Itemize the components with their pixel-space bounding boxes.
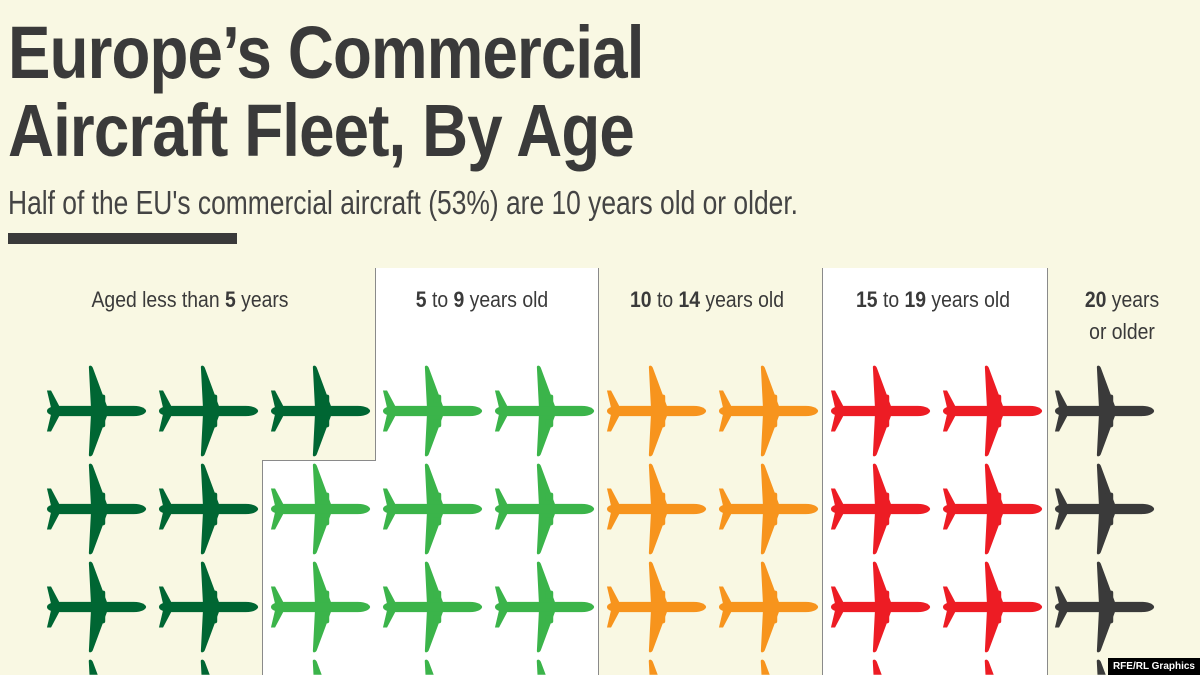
divider — [262, 460, 376, 461]
airplane-icon — [718, 365, 819, 457]
header-5-9: 5 to 9 years old — [415, 287, 549, 312]
airplane-icon — [648, 659, 658, 675]
airplane-icon — [158, 365, 259, 457]
airplane-icon — [606, 365, 707, 457]
airplane-icon — [424, 659, 434, 675]
header-15-19: 15 to 19 years old — [856, 287, 1010, 312]
header-10-14: 10 to 14 years old — [630, 287, 784, 312]
airplane-icon — [606, 463, 707, 555]
panel-5-9-top — [375, 268, 598, 461]
airplane-icon — [88, 659, 98, 675]
airplane-icon — [200, 659, 210, 675]
airplane-icon — [942, 561, 1043, 653]
airplane-icon — [718, 561, 819, 653]
airplane-icon — [382, 463, 483, 555]
airplane-icon — [1054, 561, 1155, 653]
airplane-icon — [942, 463, 1043, 555]
airplane-icon — [270, 561, 371, 653]
airplane-icon — [830, 365, 931, 457]
airplane-icon — [1096, 659, 1106, 675]
title-line-2: Aircraft Fleet, By Age — [8, 89, 635, 172]
airplane-icon — [382, 561, 483, 653]
airplane-icon — [158, 561, 259, 653]
airplane-icon — [270, 365, 371, 457]
airplane-icon — [46, 463, 147, 555]
airplane-icon — [46, 561, 147, 653]
divider — [1047, 268, 1048, 675]
airplane-icon — [606, 561, 707, 653]
airplane-icon — [718, 463, 819, 555]
airplane-icon — [830, 561, 931, 653]
airplane-icon — [312, 659, 322, 675]
header-under-5: Aged less than 5 years — [91, 287, 289, 312]
header-20-plus: 20 years or older — [1084, 287, 1160, 344]
airplane-icon — [494, 463, 595, 555]
airplane-icon — [46, 365, 147, 457]
airplane-icon — [942, 365, 1043, 457]
airplane-icon — [984, 659, 994, 675]
airplane-icon — [872, 659, 882, 675]
divider — [262, 460, 263, 675]
divider — [598, 268, 599, 675]
airplane-icon — [1054, 463, 1155, 555]
airplane-icon — [1054, 365, 1155, 457]
divider — [822, 268, 823, 675]
airplane-icon — [494, 365, 595, 457]
airplane-icon — [760, 659, 770, 675]
airplane-icon — [158, 463, 259, 555]
airplane-icon — [270, 463, 371, 555]
airplane-icon — [536, 659, 546, 675]
divider — [375, 268, 376, 461]
title-line-1: Europe’s Commercial — [8, 11, 644, 94]
airplane-icon — [494, 561, 595, 653]
title-underline — [8, 233, 237, 244]
airplane-icon — [830, 463, 931, 555]
airplane-icon — [382, 365, 483, 457]
watermark: RFE/RL Graphics — [1107, 658, 1200, 675]
subtitle: Half of the EU's commercial aircraft (53… — [8, 184, 799, 221]
